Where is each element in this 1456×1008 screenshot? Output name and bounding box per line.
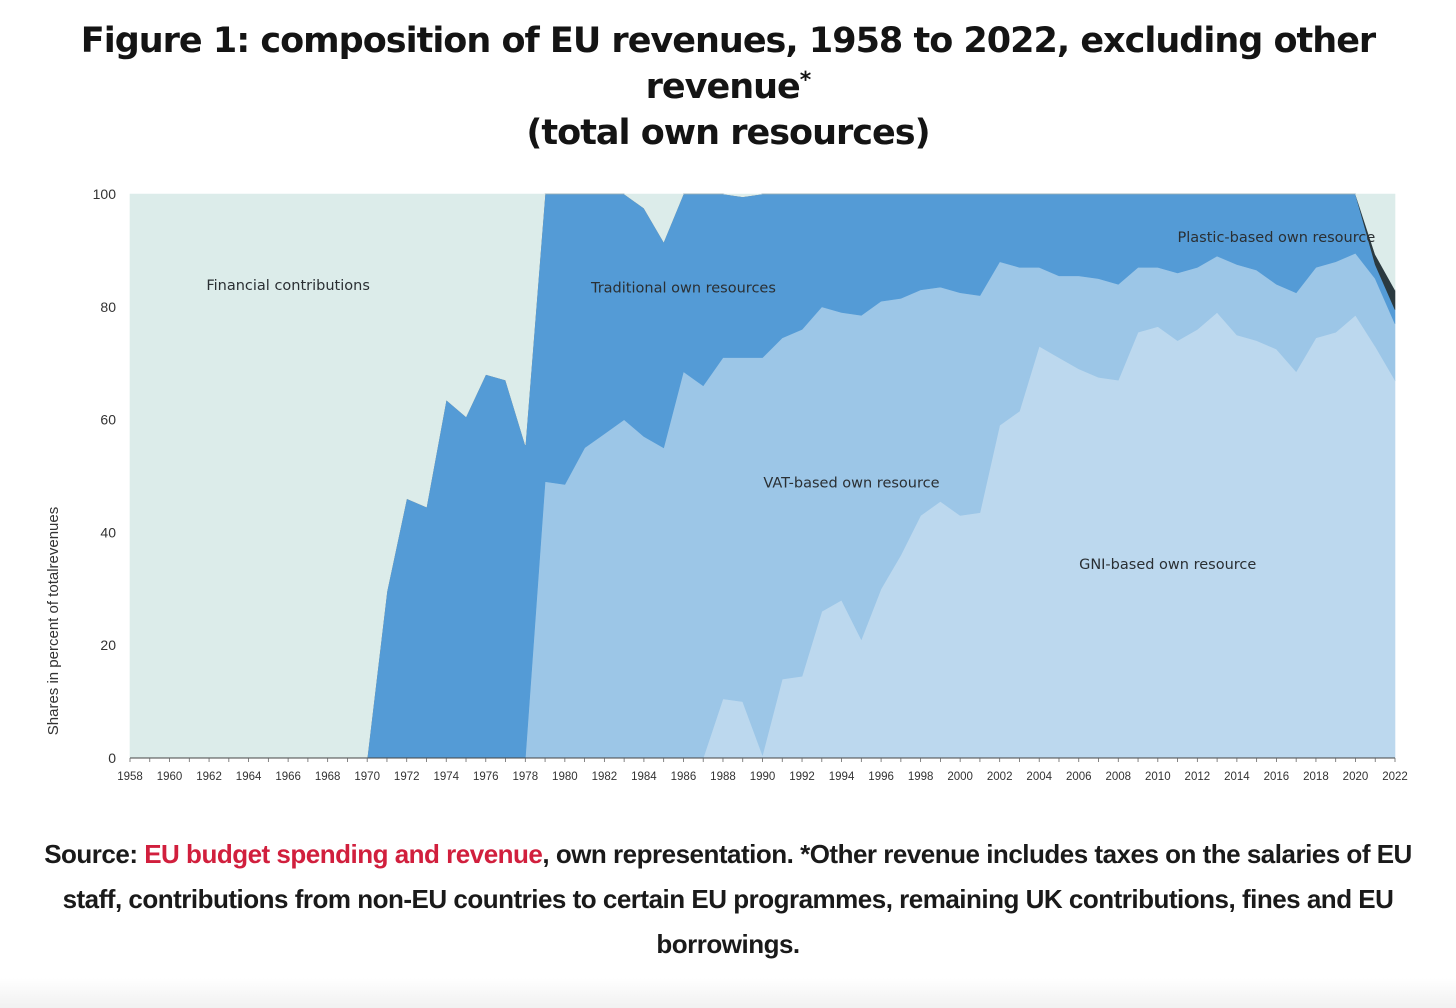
x-tick-label: 1964 [236,771,262,783]
x-tick-label: 2014 [1224,771,1250,783]
area-series-4 [129,193,1396,759]
title-main: Figure 1: composition of EU revenues, 19… [80,21,1376,107]
area-annotation: VAT-based own resource [763,475,939,491]
y-tick-label: 60 [100,412,116,428]
x-tick-label: 1986 [671,771,697,783]
area-annotation: GNI-based own resource [1079,557,1256,573]
x-tick-label: 2016 [1264,771,1290,783]
x-tick-label: 1976 [473,771,499,783]
x-tick-label: 1996 [868,771,894,783]
x-tick-label: 2006 [1066,771,1092,783]
x-tick-label: 2010 [1145,771,1171,783]
source-prefix: Source: [44,839,145,869]
x-tick-label: 1960 [157,771,183,783]
chart-annotations: Financial contributions Traditional own r… [206,230,1375,573]
x-tick-label: 1958 [117,771,143,783]
x-tick-label: 1994 [829,771,855,783]
x-tick-label: 1974 [433,771,459,783]
x-tick-label: 1990 [750,771,776,783]
x-tick-label: 2000 [947,771,973,783]
source-link[interactable]: EU budget spending and revenue [144,839,543,869]
area-annotation: Financial contributions [206,278,370,294]
title-subtitle: (total own resources) [526,113,930,153]
x-tick-label: 1978 [513,771,539,783]
bottom-fade [0,978,1456,1008]
x-tick-label: 1988 [710,771,736,783]
x-tick-label: 1968 [315,771,341,783]
y-tick-label: 0 [108,750,116,766]
x-tick-label: 2008 [1105,771,1131,783]
x-tick-label: 2018 [1303,771,1329,783]
x-tick-label: 1966 [275,771,301,783]
x-tick-label: 1992 [789,771,815,783]
chart-axes: 0 20 40 60 80 100 1958 1960 1962 1964 1966 1968 1970… [93,186,1408,783]
y-tick-label: 40 [100,524,116,540]
x-tick-label: 2020 [1343,771,1369,783]
x-tick-label: 1962 [196,771,222,783]
title-marker: * [799,68,811,93]
stacked-area-chart: 0 20 40 60 80 100 1958 1960 1962 1964 1966 1968 1970… [45,186,1408,783]
chart-title: Figure 1: composition of EU revenues, 19… [0,18,1456,156]
x-tick-label: 1972 [394,771,420,783]
source-text: , own representation. *Other revenue inc… [62,839,1413,959]
y-tick-label: 100 [93,186,117,202]
y-tick-label: 80 [100,299,116,315]
area-annotation: Plastic-based own resource [1178,230,1376,246]
chart-areas [129,193,1396,759]
x-tick-label: 1984 [631,771,657,783]
x-tick-label: 1980 [552,771,578,783]
x-tick-label: 1982 [592,771,618,783]
source-note: Source: EU budget spending and revenue, … [20,832,1436,967]
x-tick-label: 2004 [1026,771,1052,783]
x-tick-label: 2002 [987,771,1013,783]
x-tick-label: 1970 [354,771,380,783]
x-tick-label: 2012 [1185,771,1211,783]
y-tick-label: 20 [100,637,116,653]
x-tick-label: 2022 [1382,771,1408,783]
x-tick-label: 1998 [908,771,934,783]
y-axis-label: Shares in percent of totalrevenues [45,507,62,735]
area-annotation: Traditional own resources [590,281,776,297]
